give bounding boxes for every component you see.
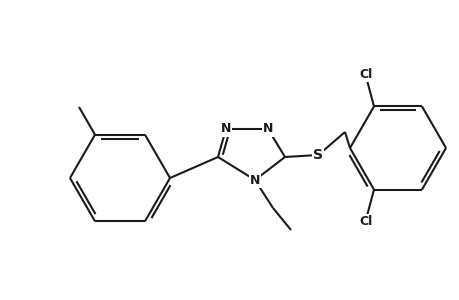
Text: N: N: [220, 122, 231, 136]
Text: Cl: Cl: [358, 68, 372, 81]
Text: N: N: [262, 122, 273, 136]
Text: N: N: [249, 173, 260, 187]
Text: Cl: Cl: [358, 215, 372, 228]
Text: S: S: [312, 148, 322, 162]
